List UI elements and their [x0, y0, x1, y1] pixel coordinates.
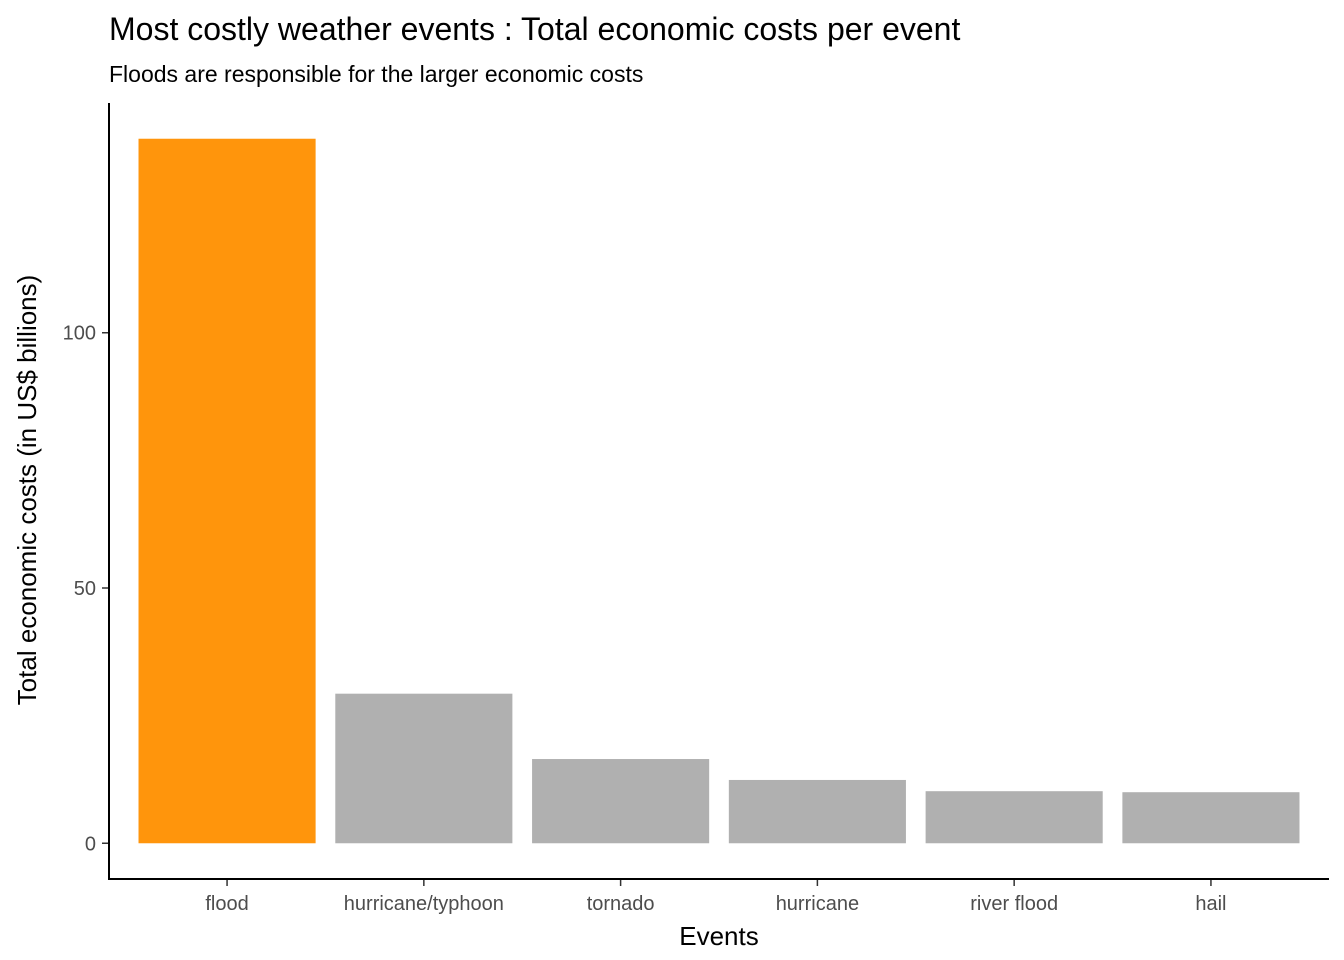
- x-tick-label: hail: [1195, 893, 1226, 915]
- bar-flood: [138, 138, 316, 844]
- x-axis-title: Events: [679, 921, 759, 951]
- bar-hurricane-typhoon: [335, 693, 513, 844]
- chart-title: Most costly weather events : Total econo…: [109, 11, 960, 47]
- x-tick-label: flood: [205, 893, 248, 915]
- x-tick-label: river flood: [970, 893, 1058, 915]
- y-axis-title: Total economic costs (in US$ billions): [12, 275, 42, 706]
- bar-hurricane: [728, 779, 906, 844]
- x-ticks-group: flood hurricane/typhoon tornado hurricane ri…: [205, 879, 1227, 915]
- y-tick-label: 0: [85, 833, 96, 855]
- bar-hail: [1122, 792, 1300, 844]
- y-ticks-group: 0 50 100: [63, 323, 109, 855]
- bar-tornado: [532, 759, 710, 844]
- y-tick-label: 50: [74, 578, 96, 600]
- bars-group: [138, 138, 1300, 844]
- bar-river-flood: [925, 791, 1103, 844]
- chart-subtitle: Floods are responsible for the larger ec…: [109, 61, 643, 87]
- x-tick-label: tornado: [587, 893, 655, 915]
- y-tick-label: 100: [63, 323, 96, 345]
- x-tick-label: hurricane/typhoon: [344, 893, 504, 915]
- x-tick-label: hurricane: [776, 893, 859, 915]
